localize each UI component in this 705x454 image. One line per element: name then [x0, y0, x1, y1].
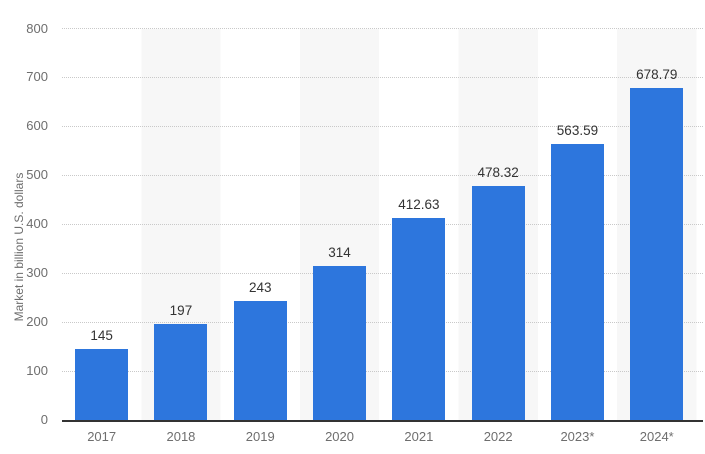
y-tick-label: 0 [40, 412, 48, 427]
y-tick-label: 300 [26, 265, 48, 281]
x-tick-label: 2017 [87, 429, 117, 444]
x-tick-label: 2023* [560, 429, 595, 444]
x-tick-label: 2020 [325, 429, 354, 444]
y-tick-label: 400 [26, 216, 48, 232]
y-tick-label: 600 [26, 118, 48, 134]
gridline [62, 125, 703, 127]
gridline [62, 223, 703, 225]
x-tick-label: 2021 [404, 429, 434, 444]
bar-value-label: 197 [169, 302, 193, 318]
x-tick-label: 2019 [245, 429, 275, 444]
x-axis-line [62, 420, 703, 422]
y-tick-label: 500 [26, 167, 48, 183]
bar-value-label: 678.79 [636, 66, 678, 82]
bar-value-label: 243 [248, 280, 272, 296]
bar [154, 323, 208, 420]
gridline [62, 321, 703, 323]
bar-value-label: 145 [90, 328, 113, 344]
bar-value-label: 412.63 [398, 197, 440, 213]
x-tick-label: 2022 [483, 429, 513, 444]
gridline [62, 272, 703, 274]
y-tick-label: 700 [26, 69, 48, 85]
bar [392, 218, 446, 420]
bar [471, 185, 525, 420]
bar-value-label: 314 [328, 245, 351, 261]
y-axis-title: Market in billion U.S. dollars [12, 172, 26, 322]
bar [75, 349, 129, 420]
gridline [62, 370, 703, 372]
gridline [62, 174, 703, 176]
y-tick-label: 100 [26, 363, 48, 379]
bar-value-label: 563.59 [556, 123, 599, 139]
bar [233, 301, 287, 420]
gridline [62, 76, 703, 78]
y-tick-label: 800 [26, 20, 48, 36]
bar [630, 87, 684, 420]
x-tick-label: 2024* [639, 429, 674, 444]
x-tick-label: 2018 [166, 429, 196, 444]
y-tick-label: 200 [26, 314, 48, 330]
gridline [62, 28, 703, 29]
bar-value-label: 478.32 [477, 164, 519, 180]
bar [550, 144, 604, 420]
bar [313, 266, 367, 420]
